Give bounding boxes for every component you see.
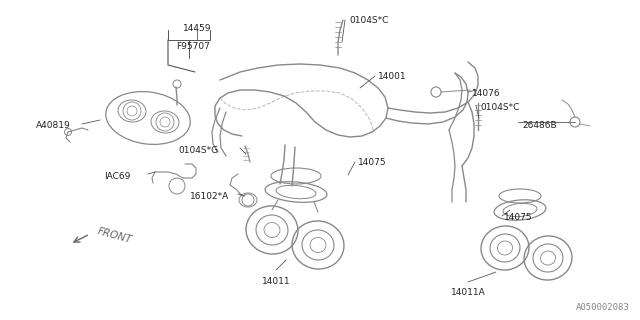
Text: IAC69: IAC69: [104, 172, 131, 181]
Text: 14011: 14011: [262, 277, 291, 286]
Text: 14076: 14076: [472, 89, 500, 98]
Text: F95707: F95707: [176, 42, 210, 51]
Text: 16102*A: 16102*A: [190, 192, 229, 201]
Text: 0104S*G: 0104S*G: [178, 146, 218, 155]
Text: 14075: 14075: [358, 158, 387, 167]
Text: FRONT: FRONT: [96, 227, 133, 245]
Text: 26486B: 26486B: [522, 121, 557, 130]
Text: 14011A: 14011A: [451, 288, 485, 297]
Text: 0104S*C: 0104S*C: [349, 16, 388, 25]
Text: 0104S*C: 0104S*C: [480, 103, 520, 112]
Text: 14001: 14001: [378, 72, 406, 81]
Text: A40819: A40819: [36, 121, 71, 130]
Text: A050002083: A050002083: [576, 303, 630, 312]
Text: 14075: 14075: [504, 213, 532, 222]
Text: 14459: 14459: [183, 24, 211, 33]
